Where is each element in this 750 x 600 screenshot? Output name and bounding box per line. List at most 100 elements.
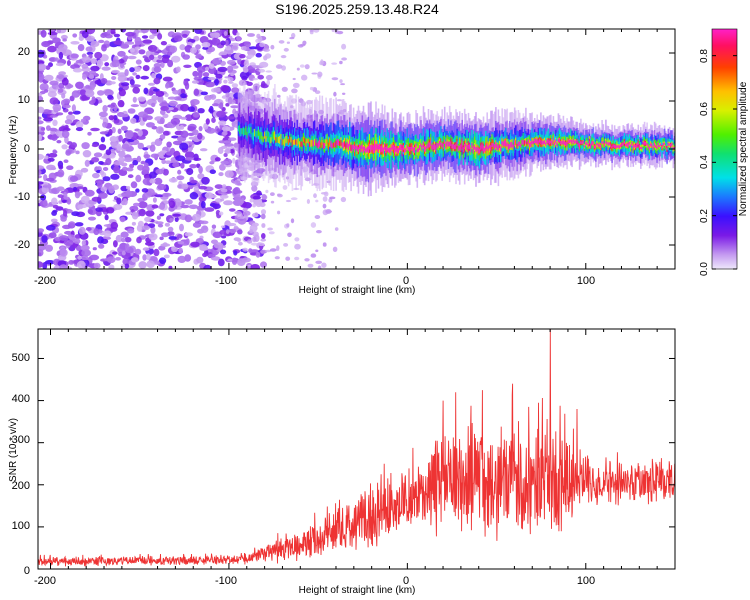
noise-speck xyxy=(155,221,164,225)
noise-speck xyxy=(66,114,76,121)
noise-speck xyxy=(63,209,68,218)
noise-speck xyxy=(236,35,242,42)
noise-speck xyxy=(160,243,171,247)
signal-band-cell xyxy=(246,131,249,138)
noise-speck xyxy=(85,89,95,98)
signal-band-cell xyxy=(601,141,603,145)
noise-speck xyxy=(99,170,105,176)
noise-speck xyxy=(249,46,258,50)
noise-speck xyxy=(172,90,180,95)
noise-speck xyxy=(106,29,112,35)
noise-speck xyxy=(88,209,93,215)
noise-speck xyxy=(111,69,120,74)
noise-speck xyxy=(173,35,183,42)
noise-speck xyxy=(149,178,156,184)
noise-speck xyxy=(240,197,245,204)
signal-band-cell xyxy=(661,146,663,150)
noise-speck xyxy=(84,159,90,167)
signal-band-cell xyxy=(352,144,355,150)
noise-speck xyxy=(193,88,200,96)
signal-band-cell xyxy=(625,144,627,147)
noise-speck xyxy=(98,39,105,44)
signal-band-cell xyxy=(600,145,602,148)
noise-speck xyxy=(108,115,115,121)
noise-speck xyxy=(202,72,210,77)
noise-speck xyxy=(148,90,154,96)
signal-band-cell xyxy=(414,147,416,153)
noise-speck xyxy=(226,259,232,262)
noise-speck xyxy=(121,250,126,256)
noise-speck xyxy=(123,157,134,163)
signal-band-cell xyxy=(371,144,374,150)
noise-speck xyxy=(159,102,169,108)
noise-speck xyxy=(75,59,83,64)
noise-speck xyxy=(98,111,108,118)
noise-speck xyxy=(230,38,236,42)
signal-band-cell xyxy=(337,139,340,146)
noise-speck xyxy=(110,221,119,230)
noise-speck xyxy=(221,188,228,193)
noise-speck xyxy=(56,140,62,144)
noise-speck xyxy=(266,79,271,86)
noise-speck xyxy=(201,176,210,185)
noise-speck xyxy=(263,48,270,52)
signal-band-cell xyxy=(613,144,616,148)
noise-speck xyxy=(180,130,189,138)
signal-band-cell xyxy=(505,140,507,147)
noise-speck xyxy=(225,92,230,98)
signal-band-cell xyxy=(329,138,331,146)
noise-speck xyxy=(221,235,227,239)
signal-band-cell xyxy=(260,132,262,140)
noise-speck xyxy=(100,78,108,84)
noise-speck xyxy=(161,232,170,238)
noise-speck xyxy=(311,72,318,75)
noise-speck xyxy=(61,144,68,150)
signal-band-cell xyxy=(289,135,291,143)
noise-speck xyxy=(157,33,163,40)
signal-band-cell xyxy=(513,140,516,146)
signal-band-cell xyxy=(286,135,289,143)
noise-speck xyxy=(119,100,125,108)
noise-speck xyxy=(56,186,65,191)
signal-band-cell xyxy=(386,145,389,151)
noise-speck xyxy=(236,237,242,242)
signal-band-cell xyxy=(367,146,370,153)
noise-speck xyxy=(127,108,136,114)
noise-speck xyxy=(113,115,118,121)
noise-speck xyxy=(80,118,86,123)
signal-band-cell xyxy=(427,142,430,148)
noise-speck xyxy=(140,29,149,34)
noise-speck xyxy=(183,64,192,69)
noise-speck xyxy=(217,258,225,267)
signal-band-cell xyxy=(567,139,570,143)
noise-speck xyxy=(109,148,116,155)
noise-speck xyxy=(231,87,240,94)
noise-speck xyxy=(113,33,121,38)
noise-speck xyxy=(168,236,177,240)
noise-speck xyxy=(259,61,269,68)
noise-speck xyxy=(255,38,261,43)
signal-band-cell xyxy=(402,145,405,150)
noise-speck xyxy=(103,257,113,262)
signal-band-cell xyxy=(312,140,315,147)
noise-speck xyxy=(211,38,221,46)
noise-speck xyxy=(221,245,226,249)
noise-speck xyxy=(108,128,113,136)
noise-speck xyxy=(148,82,155,86)
signal-band-cell xyxy=(673,147,675,150)
noise-speck xyxy=(66,165,74,170)
signal-band-cell xyxy=(665,145,667,148)
noise-speck xyxy=(38,60,45,65)
noise-speck xyxy=(224,143,234,147)
noise-speck xyxy=(72,110,81,115)
noise-speck xyxy=(278,40,285,44)
signal-band-cell xyxy=(536,139,538,144)
noise-speck xyxy=(118,156,125,164)
signal-band-cell xyxy=(660,143,662,147)
noise-speck xyxy=(101,155,110,159)
noise-speck xyxy=(97,90,105,96)
noise-speck xyxy=(59,235,69,241)
noise-speck xyxy=(159,213,165,217)
noise-speck xyxy=(178,247,183,254)
noise-speck xyxy=(315,249,319,253)
